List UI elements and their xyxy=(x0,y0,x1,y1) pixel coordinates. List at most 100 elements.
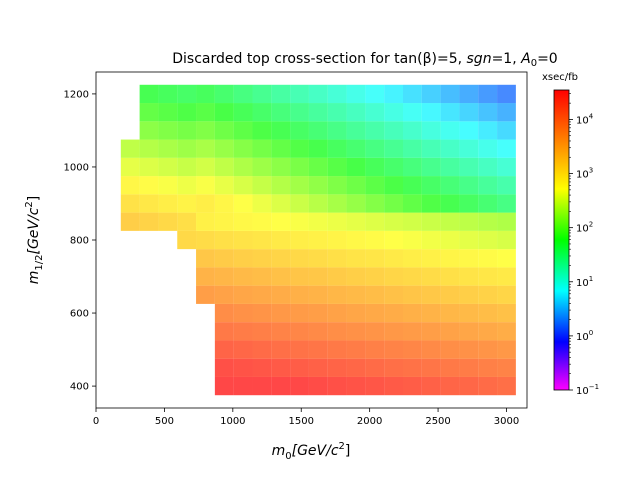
heatmap-cell xyxy=(308,303,328,323)
heatmap-cell xyxy=(384,322,404,341)
heatmap-cell xyxy=(308,139,328,158)
heatmap-cell xyxy=(139,157,159,177)
heatmap-cell xyxy=(233,340,253,359)
heatmap-cell xyxy=(365,176,385,195)
heatmap-cell xyxy=(327,212,347,231)
heatmap-cell xyxy=(384,103,404,122)
heatmap-cell xyxy=(214,121,234,140)
heatmap-cell xyxy=(384,340,404,359)
heatmap-cell xyxy=(196,194,215,213)
heatmap-cell xyxy=(271,212,291,231)
heatmap-cell xyxy=(252,194,272,213)
heatmap-cell xyxy=(497,303,516,323)
heatmap-cell xyxy=(346,267,366,286)
heatmap-cell xyxy=(139,103,159,122)
heatmap-cell xyxy=(459,267,479,286)
heatmap-cell xyxy=(346,121,366,140)
heatmap-cell xyxy=(327,267,347,286)
heatmap-cell xyxy=(327,249,347,268)
heatmap-cell xyxy=(384,176,404,195)
heatmap-cell xyxy=(308,285,328,304)
heatmap-cell xyxy=(196,212,215,231)
heatmap-cell xyxy=(139,194,159,213)
heatmap-cell xyxy=(365,249,385,268)
heatmap-cell xyxy=(365,121,385,140)
heatmap-cell xyxy=(384,303,404,323)
heatmap-cell xyxy=(271,285,291,304)
x-tick-label: 2500 xyxy=(425,416,450,427)
heatmap-cell xyxy=(290,157,309,177)
heatmap-cell xyxy=(158,84,178,104)
heatmap-cell xyxy=(497,267,516,286)
heatmap-cell xyxy=(290,303,309,323)
heatmap-cell xyxy=(158,157,178,177)
heatmap-cell xyxy=(403,249,422,268)
heatmap-cell xyxy=(403,194,422,213)
heatmap-cell xyxy=(308,267,328,286)
heatmap-cell xyxy=(497,285,516,304)
heatmap-cell xyxy=(308,121,328,140)
heatmap-cell xyxy=(214,303,234,323)
heatmap-cell xyxy=(459,103,479,122)
heatmap-cell xyxy=(252,322,272,341)
heatmap-cell xyxy=(365,358,385,377)
heatmap-cell xyxy=(421,194,441,213)
heatmap-cell xyxy=(365,157,385,177)
heatmap-cell xyxy=(440,358,460,377)
heatmap-cell xyxy=(214,84,234,104)
heatmap-cell xyxy=(459,139,479,158)
heatmap-cell xyxy=(421,157,441,177)
heatmap-cell xyxy=(233,249,253,268)
heatmap-cell xyxy=(497,103,516,122)
heatmap-cell xyxy=(290,84,309,104)
heatmap-cell xyxy=(440,322,460,341)
heatmap-cell xyxy=(290,340,309,359)
heatmap-cell xyxy=(384,267,404,286)
heatmap-cell xyxy=(440,103,460,122)
colorbar-tick-label: 102 xyxy=(576,221,593,235)
heatmap-cell xyxy=(384,84,404,104)
heatmap-cell xyxy=(421,103,441,122)
y-tick-label: 600 xyxy=(70,309,89,320)
heatmap-cell xyxy=(271,84,291,104)
heatmap-cell xyxy=(421,303,441,323)
heatmap-cell xyxy=(497,322,516,341)
heatmap-cell xyxy=(271,103,291,122)
heatmap-cell xyxy=(403,176,422,195)
heatmap-cell xyxy=(177,157,197,177)
heatmap-cell xyxy=(252,103,272,122)
heatmap-cell xyxy=(365,322,385,341)
heatmap-cell xyxy=(403,376,422,396)
heatmap-cell xyxy=(459,322,479,341)
heatmap-cell xyxy=(497,230,516,250)
heatmap-cell xyxy=(308,194,328,213)
heatmap-cell xyxy=(365,139,385,158)
colorbar-tick-label: 103 xyxy=(576,167,593,181)
heatmap-cell xyxy=(271,230,291,250)
heatmap-cell xyxy=(459,340,479,359)
heatmap-cell xyxy=(271,121,291,140)
heatmap-cell xyxy=(384,358,404,377)
heatmap-cell xyxy=(459,230,479,250)
heatmap-cell xyxy=(421,176,441,195)
heatmap-cell xyxy=(459,176,479,195)
heatmap-cell xyxy=(139,84,159,104)
heatmap-cell xyxy=(384,212,404,231)
heatmap-cell xyxy=(196,84,215,104)
heatmap-cell xyxy=(440,157,460,177)
heatmap-cell xyxy=(384,230,404,250)
heatmap-cell xyxy=(214,267,234,286)
heatmap-cell xyxy=(459,121,479,140)
heatmap-cell xyxy=(497,249,516,268)
heatmap-cell xyxy=(327,303,347,323)
heatmap-cell xyxy=(346,84,366,104)
heatmap-cell xyxy=(403,212,422,231)
heatmap-cell xyxy=(459,358,479,377)
heatmap-cell xyxy=(346,212,366,231)
heatmap-cell xyxy=(196,285,215,304)
heatmap-cell xyxy=(158,103,178,122)
heatmap-cell xyxy=(346,376,366,396)
heatmap-cell xyxy=(290,322,309,341)
heatmap-cell xyxy=(384,285,404,304)
heatmap-cell xyxy=(497,194,516,213)
